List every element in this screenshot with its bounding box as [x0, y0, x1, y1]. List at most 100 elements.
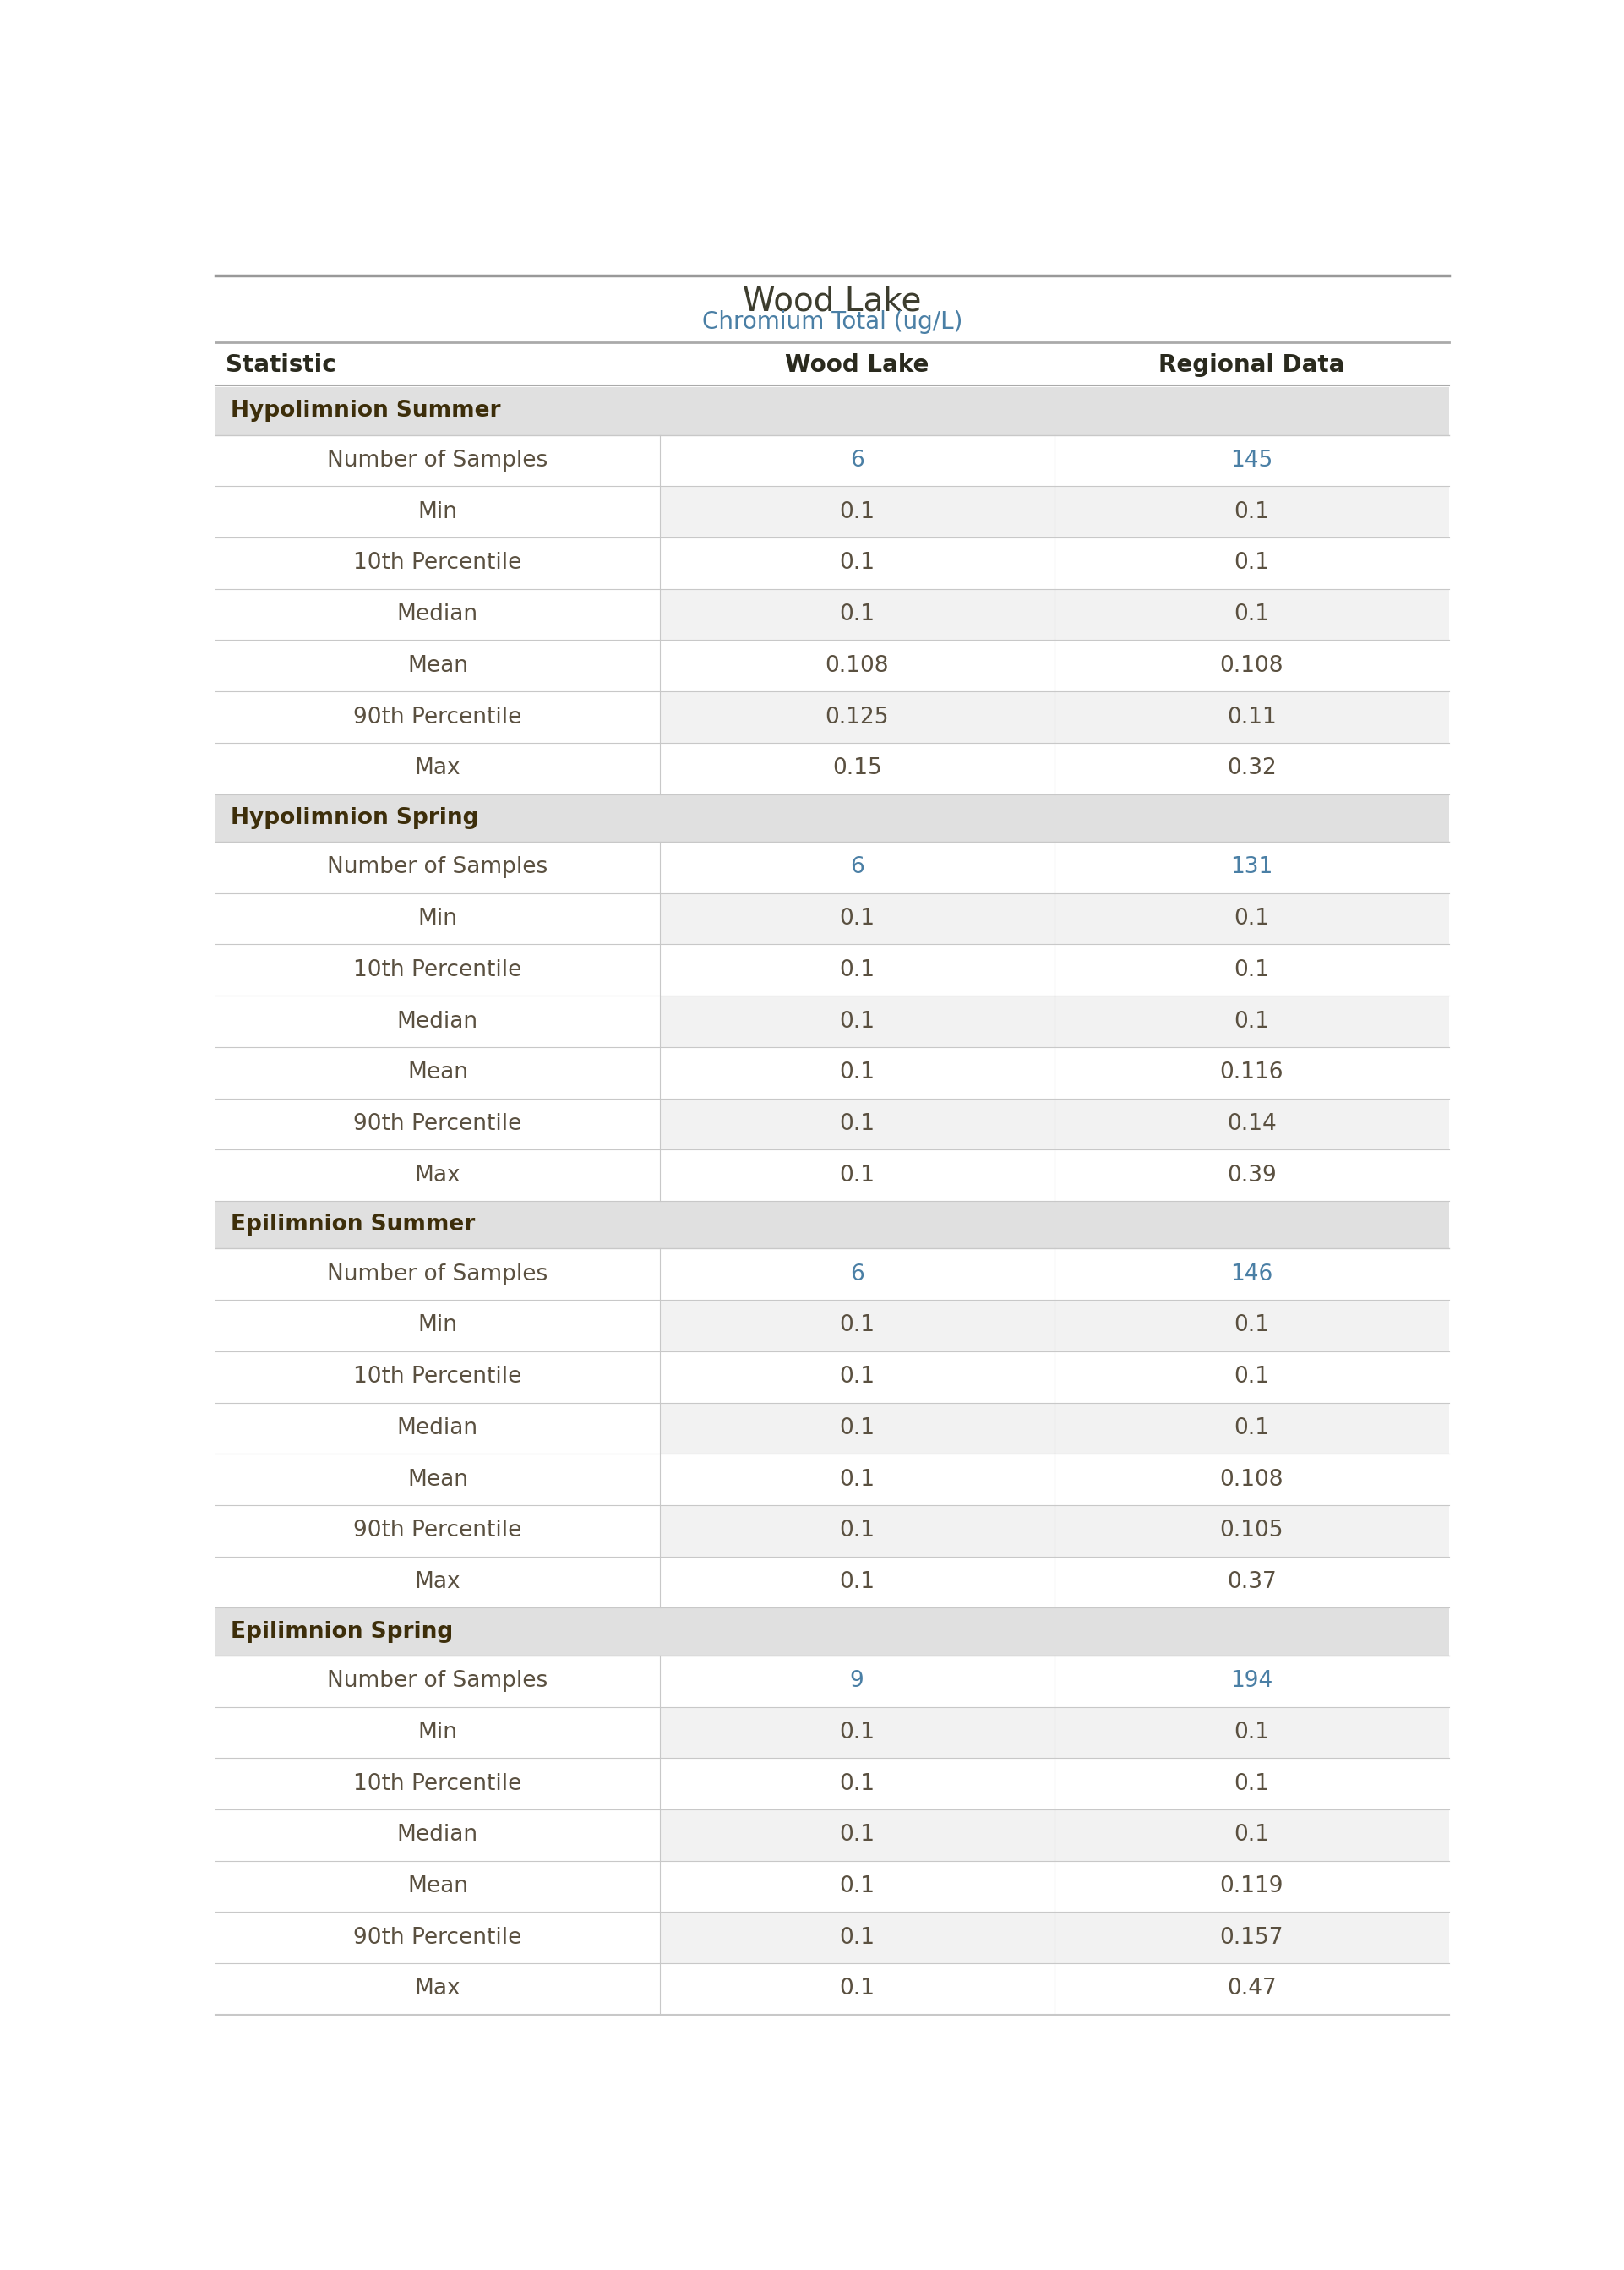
Bar — [216, 436, 659, 486]
Text: 0.105: 0.105 — [1220, 1519, 1283, 1541]
Bar — [659, 1249, 1449, 1301]
Text: 131: 131 — [1231, 856, 1273, 878]
Text: Median: Median — [396, 1825, 477, 1846]
Bar — [216, 388, 1449, 436]
Text: 0.1: 0.1 — [840, 1367, 875, 1387]
Text: 90th Percentile: 90th Percentile — [354, 1519, 521, 1541]
Bar — [659, 1557, 1449, 1607]
Text: 0.1: 0.1 — [840, 1062, 875, 1083]
Text: 90th Percentile: 90th Percentile — [354, 1927, 521, 1948]
Text: Median: Median — [396, 1010, 477, 1033]
Text: 194: 194 — [1231, 1671, 1273, 1691]
Bar — [659, 1911, 1449, 1964]
Text: 0.1: 0.1 — [1234, 1825, 1270, 1846]
Text: 10th Percentile: 10th Percentile — [354, 1773, 521, 1796]
Text: 10th Percentile: 10th Percentile — [354, 552, 521, 574]
Bar — [216, 1911, 659, 1964]
Text: 0.116: 0.116 — [1220, 1062, 1283, 1083]
Text: 0.15: 0.15 — [831, 758, 882, 779]
Text: 0.1: 0.1 — [1234, 502, 1270, 522]
Bar — [216, 345, 1449, 386]
Text: 0.1: 0.1 — [840, 958, 875, 981]
Text: 0.11: 0.11 — [1226, 706, 1276, 729]
Bar — [216, 1201, 1449, 1248]
Text: 0.32: 0.32 — [1226, 758, 1276, 779]
Text: Min: Min — [417, 1721, 458, 1743]
Bar — [659, 1964, 1449, 2013]
Text: 0.1: 0.1 — [1234, 958, 1270, 981]
Bar — [216, 692, 659, 742]
Bar — [216, 1301, 659, 1351]
Bar — [216, 1964, 659, 2013]
Text: Mean: Mean — [408, 1469, 468, 1491]
Bar — [659, 1809, 1449, 1861]
Text: 145: 145 — [1231, 449, 1273, 472]
Text: Wood Lake: Wood Lake — [784, 354, 929, 377]
Text: 6: 6 — [849, 1264, 864, 1285]
Text: 0.1: 0.1 — [840, 1721, 875, 1743]
Bar — [659, 1046, 1449, 1099]
Bar — [659, 1655, 1449, 1707]
Text: 0.1: 0.1 — [840, 908, 875, 931]
Text: 0.1: 0.1 — [1234, 604, 1270, 627]
Bar — [216, 1403, 659, 1453]
Text: Max: Max — [414, 1165, 461, 1187]
Text: Mean: Mean — [408, 654, 468, 676]
Bar — [216, 1707, 659, 1757]
Text: 0.1: 0.1 — [840, 1977, 875, 2000]
Bar — [216, 1149, 659, 1201]
Bar — [659, 1301, 1449, 1351]
Text: Number of Samples: Number of Samples — [326, 1671, 547, 1691]
Text: Hypolimnion Spring: Hypolimnion Spring — [231, 806, 479, 829]
Text: 6: 6 — [849, 449, 864, 472]
Bar — [216, 1505, 659, 1557]
Text: 0.1: 0.1 — [840, 552, 875, 574]
Text: Number of Samples: Number of Samples — [326, 449, 547, 472]
Text: 0.1: 0.1 — [840, 1571, 875, 1594]
Text: Median: Median — [396, 1416, 477, 1439]
Bar — [216, 486, 659, 538]
Bar — [659, 944, 1449, 997]
Bar — [216, 842, 659, 892]
Text: Epilimnion Spring: Epilimnion Spring — [231, 1621, 453, 1643]
Bar — [659, 842, 1449, 892]
Text: 0.1: 0.1 — [1234, 1010, 1270, 1033]
Text: 0.108: 0.108 — [1220, 1469, 1283, 1491]
Bar — [216, 1099, 659, 1149]
Bar — [659, 997, 1449, 1046]
Text: Min: Min — [417, 908, 458, 931]
Bar — [216, 1861, 659, 1911]
Text: 0.47: 0.47 — [1226, 1977, 1276, 2000]
Bar — [216, 944, 659, 997]
Text: Chromium Total (ug/L): Chromium Total (ug/L) — [702, 311, 963, 334]
Text: 0.108: 0.108 — [1220, 654, 1283, 676]
Text: 0.1: 0.1 — [1234, 552, 1270, 574]
Text: Epilimnion Summer: Epilimnion Summer — [231, 1214, 476, 1235]
Bar — [216, 1809, 659, 1861]
Text: 0.1: 0.1 — [840, 502, 875, 522]
Bar — [216, 588, 659, 640]
Text: 0.108: 0.108 — [825, 654, 888, 676]
Bar — [659, 1707, 1449, 1757]
Text: 0.1: 0.1 — [840, 1875, 875, 1898]
Bar — [216, 1046, 659, 1099]
Bar — [659, 1757, 1449, 1809]
Bar — [216, 892, 659, 944]
Text: 0.1: 0.1 — [840, 1314, 875, 1337]
Bar — [216, 1607, 1449, 1655]
Text: Max: Max — [414, 1977, 461, 2000]
Text: Mean: Mean — [408, 1875, 468, 1898]
Text: 0.157: 0.157 — [1220, 1927, 1283, 1948]
Bar — [216, 794, 1449, 842]
Text: Min: Min — [417, 1314, 458, 1337]
Text: 90th Percentile: 90th Percentile — [354, 1112, 521, 1135]
Text: 6: 6 — [849, 856, 864, 878]
Text: 0.1: 0.1 — [1234, 1314, 1270, 1337]
Bar — [216, 1757, 659, 1809]
Text: 10th Percentile: 10th Percentile — [354, 1367, 521, 1387]
Text: 0.1: 0.1 — [840, 1010, 875, 1033]
Text: Number of Samples: Number of Samples — [326, 1264, 547, 1285]
Bar — [659, 1351, 1449, 1403]
Text: Hypolimnion Summer: Hypolimnion Summer — [231, 400, 500, 422]
Text: 0.1: 0.1 — [1234, 908, 1270, 931]
